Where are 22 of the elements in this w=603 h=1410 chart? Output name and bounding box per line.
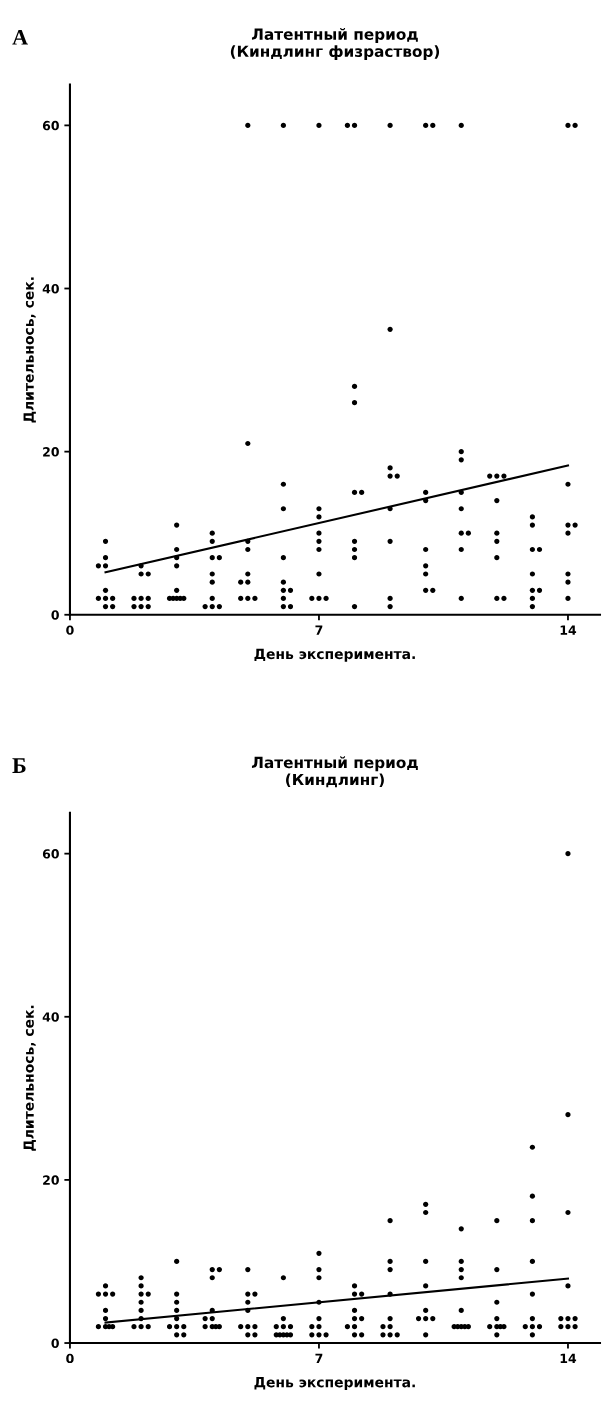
x-tick-label: 0	[66, 625, 74, 635]
y-tick-label: 40	[42, 1012, 59, 1022]
y-tick-label: 60	[42, 120, 59, 131]
y-tick-label: 60	[42, 849, 59, 859]
y-tick-label: 0	[51, 610, 59, 620]
y-tick-label: 0	[51, 1338, 59, 1348]
x-tick-label: 0	[66, 1353, 74, 1364]
x-tick-label: 14	[560, 1353, 577, 1363]
x-tick-label: 7	[315, 625, 323, 635]
y-axis-title: Длительнось, сек.	[23, 277, 36, 423]
y-tick-label: 20	[43, 1175, 59, 1185]
text: Б	[12, 758, 26, 773]
x-axis-title: День эксперимента.	[254, 1377, 415, 1391]
y-tick-label: 20	[43, 447, 59, 457]
chart-title: Латентный период (Киндлинг физраствор)	[230, 28, 440, 60]
y-axis-title: Длительнось, сек.	[23, 1005, 36, 1151]
y-tick-label: 40	[42, 283, 59, 294]
x-axis-title: День эксперимента.	[254, 648, 415, 662]
x-tick-label: 7	[315, 1353, 323, 1363]
chart-title: Латентный период (Киндлинг)	[251, 756, 418, 788]
text: А	[12, 29, 28, 45]
x-tick-label: 14	[560, 625, 577, 635]
